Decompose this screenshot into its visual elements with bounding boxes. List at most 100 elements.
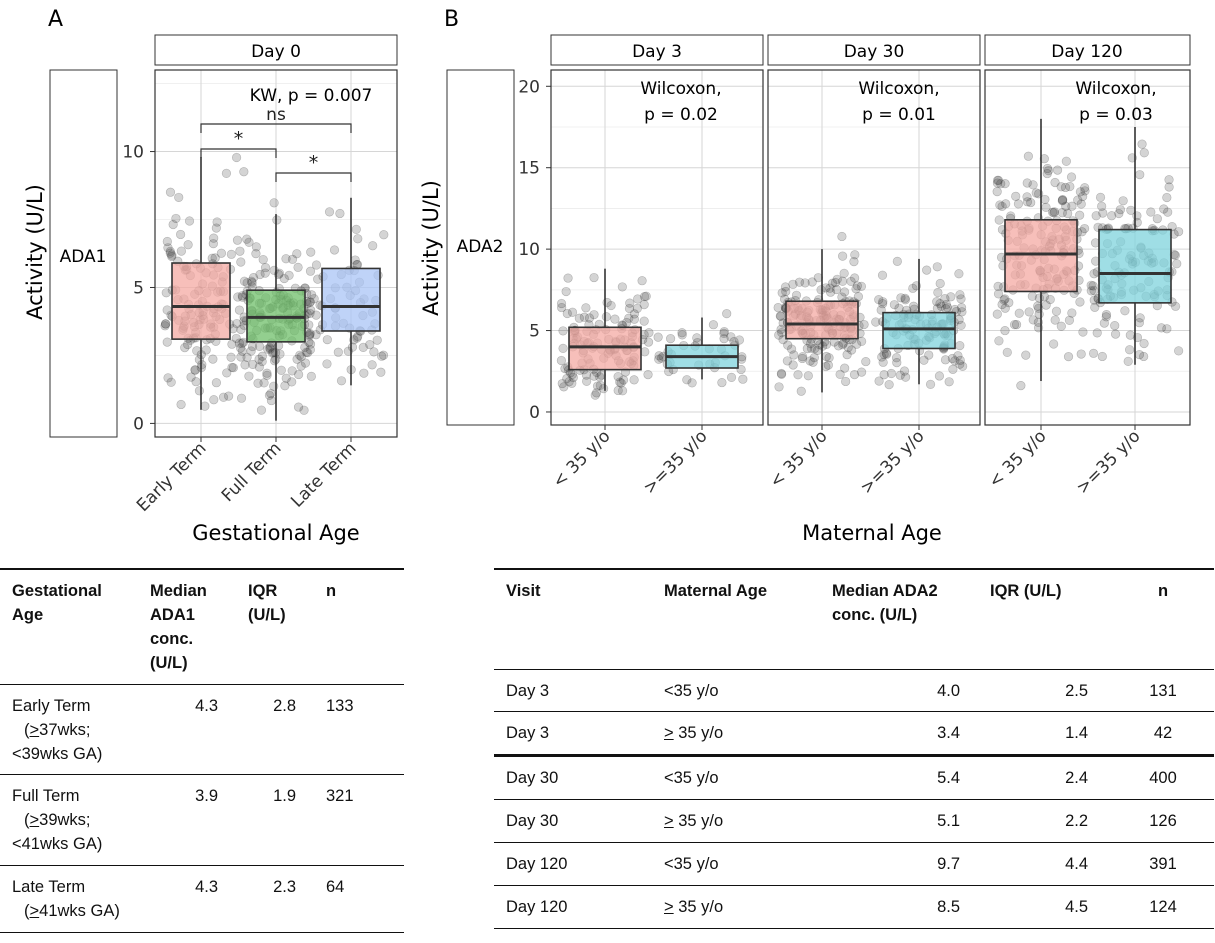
- data-point: [1049, 339, 1059, 349]
- data-point: [279, 273, 289, 284]
- table-row: Full Term (>39wks; <41wks GA) 3.9 1.9 321: [0, 775, 404, 866]
- data-point: [878, 297, 888, 307]
- data-point: [557, 302, 567, 313]
- data-point: [993, 281, 1003, 291]
- data-point: [782, 356, 792, 366]
- visit-cell: Day 30: [506, 769, 559, 788]
- data-point: [736, 364, 746, 375]
- data-point: [237, 338, 247, 348]
- data-point: [1039, 291, 1049, 302]
- data-point: [1125, 345, 1135, 355]
- data-point: [925, 379, 936, 389]
- panel-b-facet-strip-1: [550, 34, 764, 66]
- data-point: [183, 240, 193, 250]
- data-point: [850, 273, 860, 283]
- table-row: Day 120 > 35 y/o 8.5 4.5 124: [494, 886, 1214, 929]
- data-point: [936, 301, 946, 312]
- data-point: [719, 334, 729, 344]
- data-point: [803, 371, 813, 381]
- data-point: [186, 372, 196, 382]
- data-point: [1078, 191, 1088, 202]
- data-point: [606, 300, 616, 311]
- table-b-header-row: Visit Maternal Age Median ADA2 conc. (U/…: [494, 569, 1214, 669]
- data-point: [592, 381, 603, 391]
- data-point: [738, 374, 748, 384]
- data-point: [1050, 315, 1060, 325]
- data-point: [1024, 307, 1034, 317]
- box--35-y-o: [785, 300, 859, 340]
- visit-cell: Day 3: [506, 681, 550, 700]
- data-point: [780, 282, 791, 292]
- data-point: [255, 269, 265, 280]
- n-cell: 400: [1149, 769, 1177, 788]
- data-point: [839, 268, 849, 278]
- data-point: [184, 216, 195, 226]
- data-point: [589, 371, 599, 381]
- data-point: [246, 276, 257, 286]
- data-point: [1013, 199, 1024, 209]
- data-point: [595, 372, 605, 382]
- data-point: [807, 277, 817, 287]
- data-point: [1063, 352, 1074, 362]
- data-point: [305, 328, 315, 339]
- plot-background-2: [768, 70, 980, 425]
- data-point: [719, 327, 729, 337]
- data-point: [857, 367, 867, 377]
- data-point: [212, 217, 222, 227]
- data-point: [810, 343, 820, 354]
- data-point: [879, 370, 889, 380]
- data-point: [1056, 321, 1066, 331]
- data-point: [183, 339, 193, 350]
- data-point: [1078, 327, 1088, 337]
- table-b-header-median: Median ADA2 conc. (U/L): [832, 582, 938, 624]
- data-point: [994, 215, 1004, 225]
- data-point: [1033, 301, 1043, 311]
- data-point: [171, 213, 181, 224]
- significance-bracket: [275, 172, 352, 182]
- data-point: [999, 295, 1009, 305]
- data-point: [787, 344, 797, 354]
- data-point: [1011, 319, 1022, 330]
- data-point: [877, 352, 887, 362]
- data-point: [946, 292, 956, 302]
- data-point: [1080, 186, 1090, 196]
- panel-b-facet-title-1: Day 3: [632, 42, 682, 62]
- data-point: [167, 250, 177, 260]
- data-point: [300, 342, 310, 352]
- data-point: [1028, 315, 1038, 325]
- panel-a-row-strip: [49, 69, 118, 438]
- x-tick-label: < 35 y/o: [985, 426, 1051, 492]
- panel-b-label: B: [444, 7, 459, 32]
- data-point: [201, 345, 211, 355]
- data-point: [847, 345, 857, 355]
- data-point: [886, 368, 897, 379]
- data-point: [176, 399, 186, 410]
- data-point: [221, 168, 232, 178]
- visit-cell: Day 3: [506, 724, 550, 743]
- data-point: [613, 385, 623, 396]
- data-point: [226, 352, 236, 362]
- data-point: [232, 319, 242, 329]
- data-point: [165, 248, 175, 258]
- data-point: [992, 175, 1003, 185]
- data-point: [796, 386, 806, 396]
- data-point: [878, 357, 888, 367]
- panel-b-facet-strip-3: [984, 34, 1191, 66]
- data-point: [590, 390, 600, 400]
- data-point: [247, 278, 257, 288]
- data-point: [832, 274, 842, 284]
- data-point: [259, 378, 269, 388]
- data-point: [850, 250, 860, 260]
- figure-panels: A B Day 0 ADA1 Activity (U/L) Gestationa…: [23, 7, 1191, 545]
- data-point: [1041, 300, 1051, 310]
- visit-cell: Day 120: [506, 855, 568, 874]
- data-point: [372, 335, 382, 345]
- data-point: [1098, 208, 1108, 218]
- visit-cell: Day 30: [506, 812, 559, 831]
- data-point: [558, 326, 568, 336]
- data-point: [1021, 350, 1031, 360]
- data-point: [1110, 321, 1120, 331]
- data-point: [324, 207, 335, 217]
- data-point: [1088, 281, 1098, 291]
- significance-bracket: [200, 148, 277, 158]
